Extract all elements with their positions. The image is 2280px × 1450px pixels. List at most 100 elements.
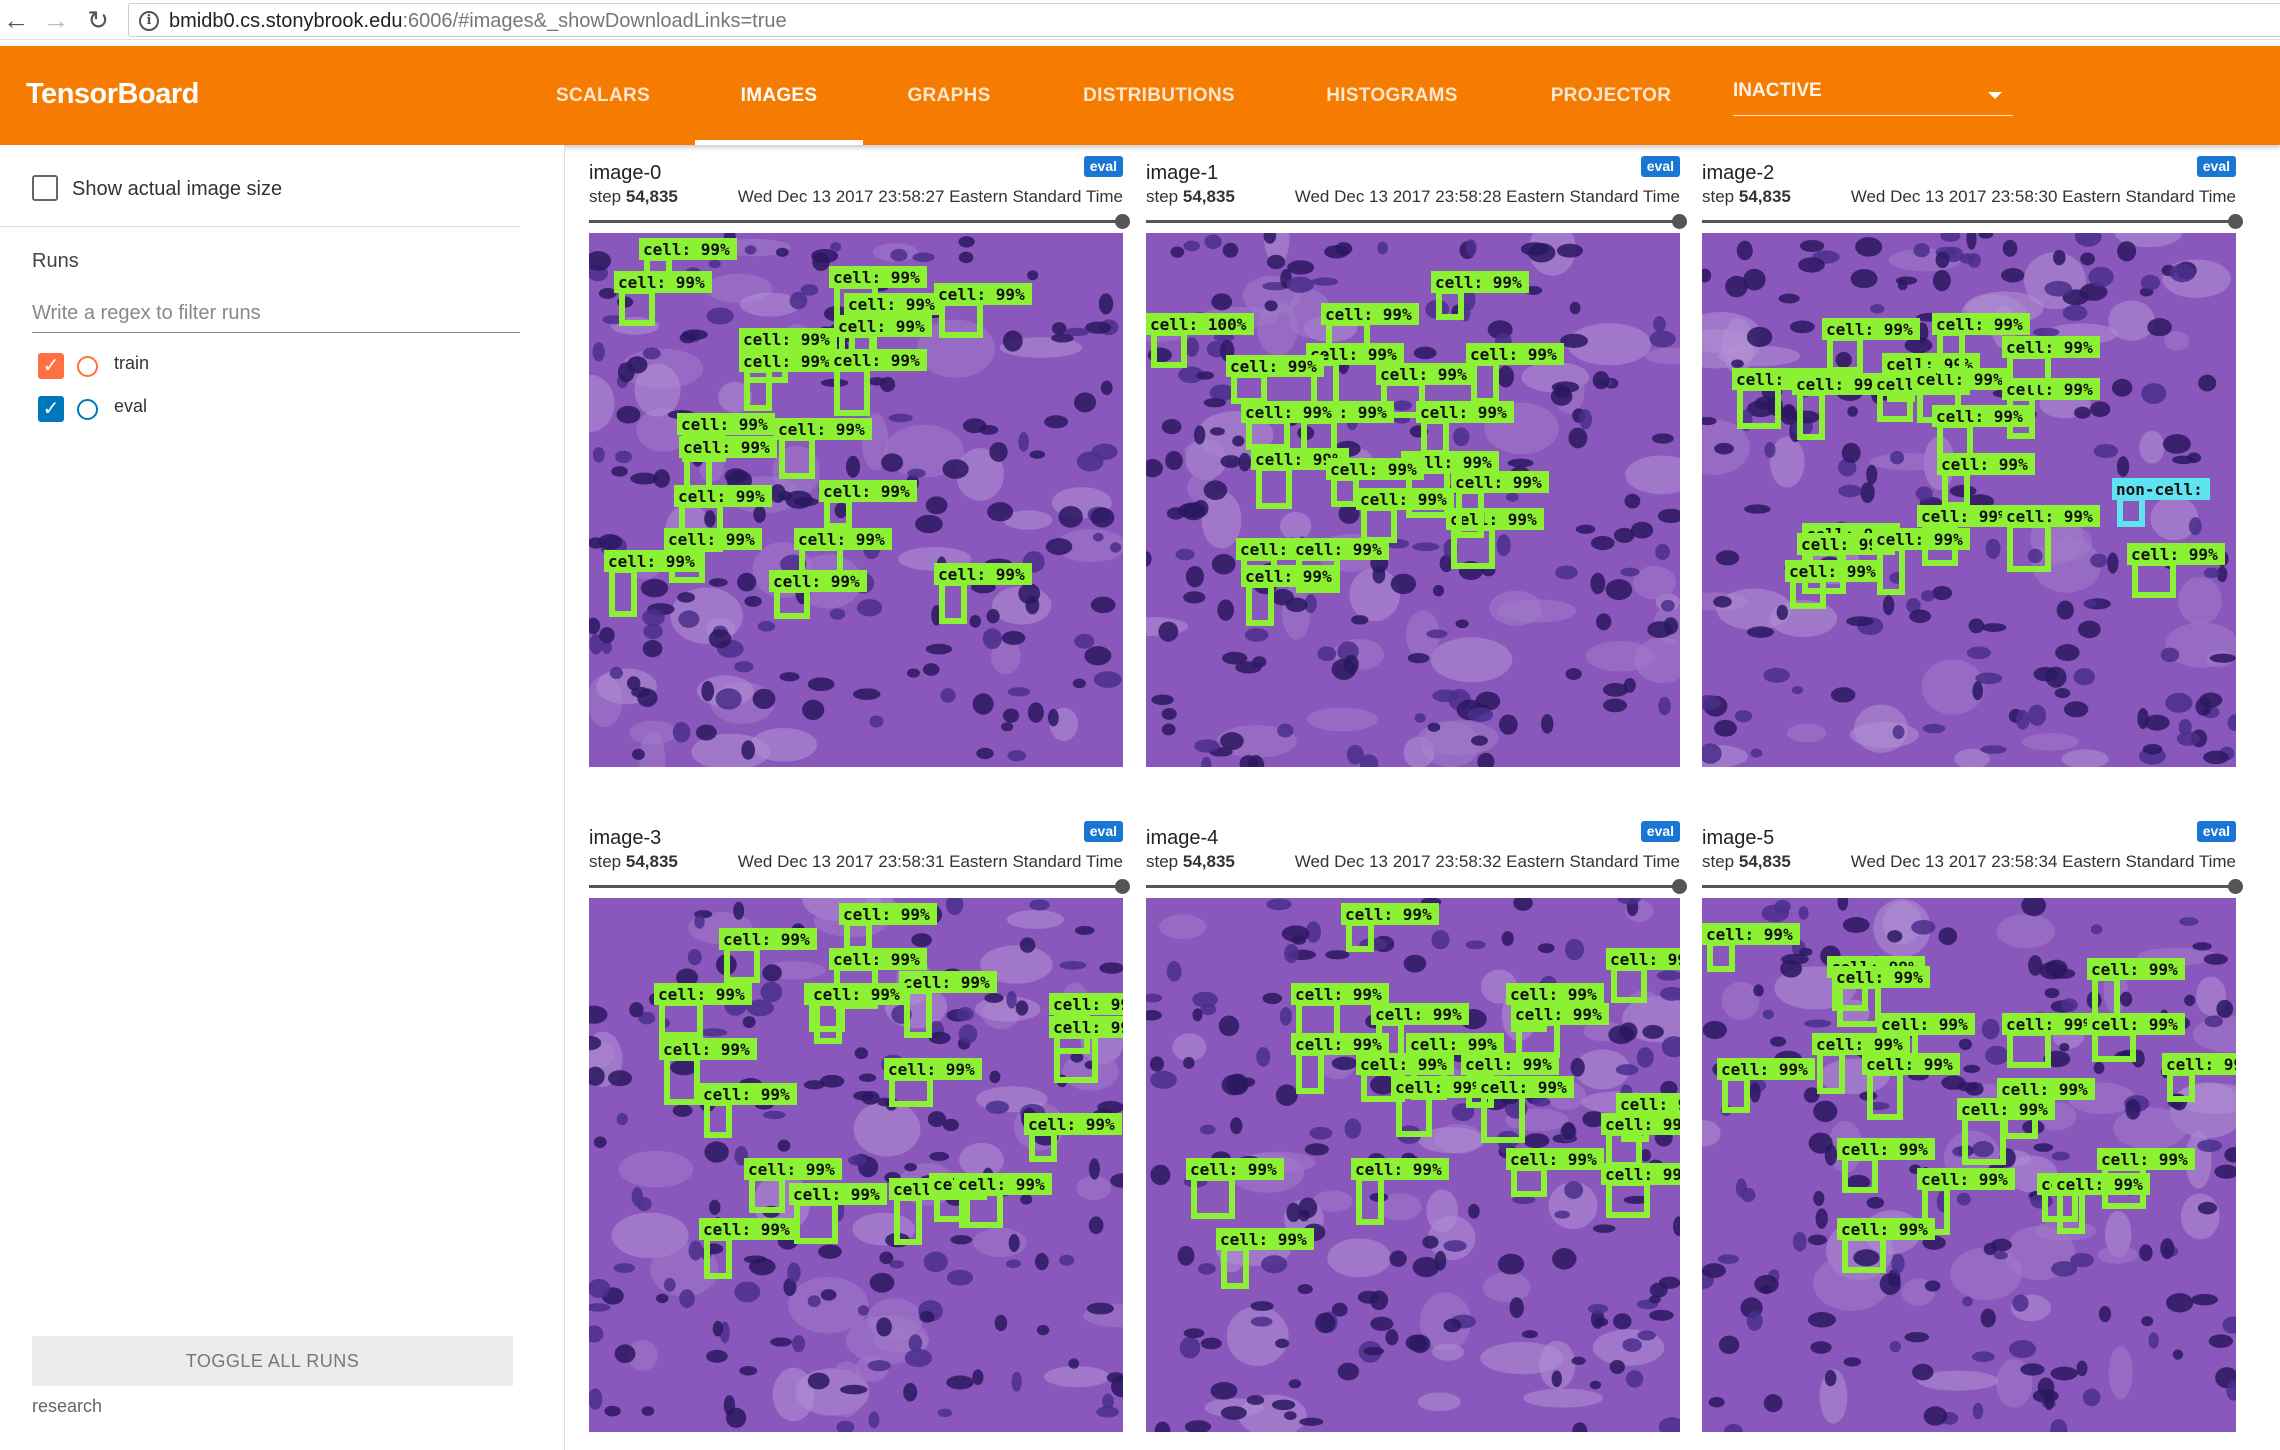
detection-label-bg: [1431, 271, 1529, 293]
tab-scalars[interactable]: SCALARS: [556, 85, 650, 106]
detection-label: cell: 99%: [813, 985, 900, 1004]
run-badge: eval: [1083, 821, 1123, 842]
detection-label: cell: 99%: [1841, 1220, 1928, 1239]
card-title: image-2: [1702, 162, 1775, 184]
detection-label: cell: 99%: [1510, 1150, 1597, 1169]
detection-label-bg: [1321, 303, 1419, 325]
cell-detection: cell: 99%: [1451, 471, 1549, 538]
step-value: 54,835: [1738, 852, 1791, 871]
detection-label-bg: [774, 418, 872, 440]
detection-image: cell: 99% cell: 99% cell: 99% cell: 99% cell…: [1702, 898, 2236, 1432]
cell-detection: cell: 99%: [1321, 303, 1419, 364]
detection-label: cell: 99%: [743, 352, 830, 371]
detection-label: cell: 99%: [1916, 370, 2003, 389]
detection-label-bg: [1822, 318, 1920, 340]
detection-svg: cell: 99%cell: 99%cell: 99%cell: 99%cell…: [1146, 898, 1680, 1432]
detection-label-bg: [1912, 368, 2010, 390]
tab-distributions[interactable]: DISTRIBUTIONS: [1083, 85, 1235, 106]
run-filter-input[interactable]: [32, 295, 520, 333]
url-text: bmidb0.cs.stonybrook.edu:6006/#images&_s…: [169, 10, 787, 33]
cell-detection: cell: 99%: [1837, 1218, 1935, 1273]
show-actual-size-checkbox[interactable]: [32, 175, 58, 201]
detection-label-bg: [677, 413, 775, 435]
detection-label-bg: [1401, 451, 1499, 473]
image-card-3: image-3 eval step 54,835 Wed Dec 13 2017 …: [589, 815, 1130, 1440]
step-slider[interactable]: [1702, 214, 2243, 229]
cell-detection: cell: 99%: [1832, 966, 1930, 1027]
tab-histograms[interactable]: HISTOGRAMS: [1326, 85, 1458, 106]
cell-detection: cell: 99%: [1601, 1113, 1680, 1168]
info-icon[interactable]: i: [139, 11, 159, 31]
detection-label: cell: 99%: [1721, 1060, 1808, 1079]
detection-label-bg: [829, 948, 927, 970]
cell-detection: cell: 99%: [1351, 1158, 1449, 1225]
step-slider[interactable]: [1146, 214, 1687, 229]
detection-label: cell: 99%: [1405, 453, 1492, 472]
cell-detection: cell: 99%: [1341, 903, 1439, 952]
detection-label: cell: 99%: [843, 905, 930, 924]
detection-label-bg: [829, 266, 927, 288]
detection-label: cell: 99%: [1295, 540, 1382, 559]
detection-label-bg: [844, 293, 942, 315]
step-slider[interactable]: [589, 879, 1130, 894]
detection-label-bg: [604, 550, 702, 572]
cell-detection: cell: 99%: [1291, 538, 1389, 593]
detection-label: cell: 99%: [1801, 535, 1888, 554]
detection-label: cell: 99%: [938, 565, 1025, 584]
detection-label-bg: [1932, 313, 2030, 335]
card-title: image-1: [1146, 162, 1219, 184]
tab-graphs[interactable]: GRAPHS: [907, 85, 991, 106]
cell-detection: cell: 99%: [834, 315, 932, 364]
run-train-label[interactable]: train: [114, 353, 150, 373]
slider-knob[interactable]: [1115, 879, 1130, 894]
detection-label-bg: [1406, 1033, 1504, 1055]
cell-detection: cell: 99%: [1862, 1053, 1960, 1120]
detection-label-bg: [1216, 1228, 1314, 1250]
back-arrow-icon[interactable]: ←: [3, 5, 29, 35]
cell-detection: cell: 99%: [769, 570, 867, 619]
cell-detection: cell: 99%: [2087, 1013, 2185, 1062]
slider-knob[interactable]: [2228, 214, 2243, 229]
tab-images[interactable]: IMAGES: [740, 85, 818, 106]
forward-arrow-icon[interactable]: →: [43, 5, 69, 35]
cell-detection: cell: 99%: [934, 283, 1032, 338]
detection-image: cell: 99%cell: 99%cell: 99%cell: 99%cell…: [1702, 233, 2236, 767]
slider-knob[interactable]: [1115, 214, 1130, 229]
card-title: image-0: [589, 162, 662, 184]
detection-label: non-cell:: [2116, 480, 2203, 499]
reload-icon[interactable]: ↻: [87, 5, 109, 35]
inactive-dropdown[interactable]: INACTIVE: [1733, 66, 2013, 116]
step-slider[interactable]: [589, 214, 1130, 229]
toggle-all-runs-button[interactable]: TOGGLE ALL RUNS: [32, 1336, 513, 1386]
detection-label: cell: 99%: [1789, 562, 1876, 581]
step-value: 54,835: [1182, 852, 1235, 871]
slider-knob[interactable]: [1672, 214, 1687, 229]
detection-label-bg: [1466, 343, 1564, 365]
run-train-checkbox[interactable]: ✓: [38, 353, 64, 379]
detection-label-bg: [699, 1218, 797, 1240]
detection-label-bg: [1785, 560, 1883, 582]
slider-knob[interactable]: [2228, 879, 2243, 894]
url-field[interactable]: i bmidb0.cs.stonybrook.edu:6006/#images&…: [128, 3, 2280, 37]
cell-detection: cell: 99%: [1797, 533, 1895, 594]
detection-label-bg: [1506, 983, 1604, 1005]
detection-label-bg: [2127, 543, 2225, 565]
show-actual-size-label[interactable]: Show actual image size: [72, 178, 283, 200]
detection-label-bg: [1341, 903, 1439, 925]
detection-label-bg: [1997, 1078, 2095, 1100]
detection-label-bg: [1446, 508, 1544, 530]
detection-label: cell: 99%: [1605, 1165, 1680, 1184]
run-eval-checkbox[interactable]: ✓: [38, 396, 64, 422]
detection-label: cell: 99%: [1510, 985, 1597, 1004]
detection-label: cell: 99%: [1295, 985, 1382, 1004]
card-meta: step 54,835 Wed Dec 13 2017 23:58:32 East…: [1146, 852, 1680, 872]
step-slider[interactable]: [1702, 879, 2243, 894]
detection-label: cell: 99%: [1841, 1140, 1928, 1159]
step-slider[interactable]: [1146, 879, 1687, 894]
tab-projector[interactable]: PROJECTOR: [1550, 85, 1672, 106]
detection-label-bg: [674, 485, 772, 507]
detection-label-bg: [1511, 1003, 1609, 1025]
run-eval-label[interactable]: eval: [114, 396, 148, 416]
detection-label: cell: 99%: [1310, 345, 1397, 364]
slider-knob[interactable]: [1672, 879, 1687, 894]
